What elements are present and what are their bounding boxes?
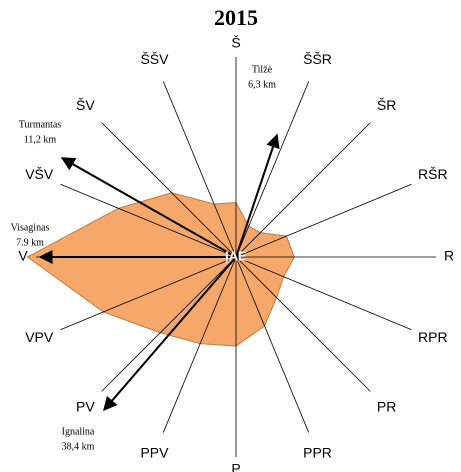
wind-area — [26, 192, 295, 347]
direction-line — [60, 183, 237, 258]
direction-label: RPR — [418, 329, 448, 345]
direction-label: PV — [76, 398, 95, 414]
chart-title: 2015 — [214, 5, 258, 30]
direction-line — [235, 183, 412, 258]
direction-label: ŠŠV — [140, 51, 169, 67]
arrow — [60, 157, 237, 258]
arrow — [235, 133, 280, 258]
direction-label: Š — [231, 35, 240, 51]
direction-label: ŠV — [76, 97, 95, 113]
direction-label: PPR — [303, 444, 332, 460]
direction-label: ŠR — [377, 97, 396, 113]
annotation-distance: 11,2 km — [24, 134, 57, 145]
direction-line — [101, 256, 237, 392]
annotation-distance: 7.9 km — [16, 237, 44, 248]
annotation-distance: 6,3 km — [248, 79, 276, 90]
annotation-name: Tilžė — [252, 64, 273, 75]
direction-line — [235, 256, 310, 433]
annotation-name: Ignalina — [62, 426, 95, 437]
direction-line — [235, 256, 412, 331]
direction-label: P — [231, 461, 240, 472]
annotation-name: Visaginas — [11, 222, 50, 233]
direction-line — [162, 256, 237, 433]
direction-line — [235, 81, 310, 258]
direction-line — [235, 122, 371, 258]
arrow — [103, 256, 237, 412]
direction-label: R — [444, 248, 454, 264]
direction-label: V — [18, 248, 28, 264]
direction-line — [101, 122, 237, 258]
annotation-name: Turmantas — [19, 119, 62, 130]
annotation-distance: 38,4 km — [62, 441, 95, 452]
direction-label: RŠR — [418, 166, 448, 182]
direction-label: PR — [377, 398, 396, 414]
center-label: ĮAE — [225, 248, 247, 263]
direction-label: VŠV — [25, 166, 54, 182]
direction-line — [60, 256, 237, 331]
direction-line — [162, 81, 237, 258]
direction-label: VPV — [25, 329, 54, 345]
direction-label: PPV — [140, 444, 169, 460]
direction-label: ŠŠR — [303, 51, 332, 67]
direction-line — [235, 256, 371, 392]
